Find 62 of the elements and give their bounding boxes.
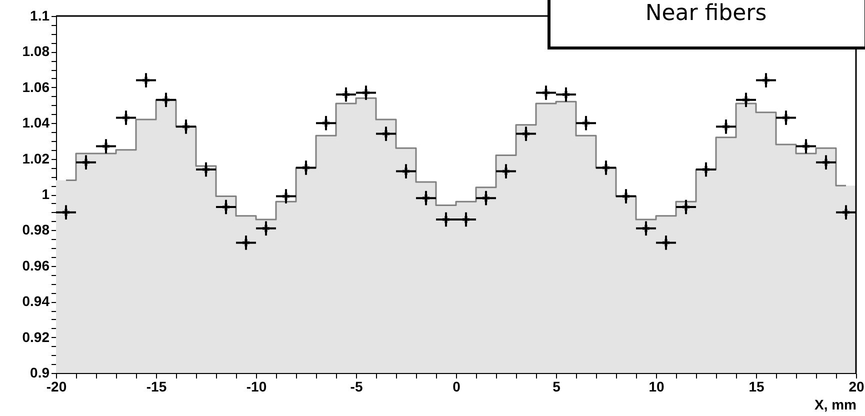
point bbox=[442, 216, 450, 224]
point bbox=[462, 216, 470, 224]
point bbox=[142, 76, 150, 84]
point bbox=[562, 91, 570, 98]
point bbox=[222, 203, 230, 211]
x-tick-label: -20 bbox=[46, 378, 67, 394]
y-tick-label: 0.96 bbox=[22, 257, 50, 274]
y-tick-label: 1.06 bbox=[22, 78, 50, 95]
y-tick-label: 0.92 bbox=[22, 328, 50, 345]
point bbox=[842, 208, 850, 216]
point bbox=[302, 164, 310, 172]
x-tick-label: 10 bbox=[648, 378, 664, 394]
point bbox=[682, 203, 690, 211]
point bbox=[482, 194, 490, 202]
y-tick-label: 1.1 bbox=[30, 8, 50, 24]
x-tick-label: -15 bbox=[146, 378, 167, 394]
y-tick-label: 1.08 bbox=[22, 43, 50, 60]
point bbox=[522, 130, 530, 138]
y-tick-label: 1 bbox=[42, 186, 50, 202]
point bbox=[762, 76, 770, 84]
point bbox=[602, 164, 610, 172]
point bbox=[62, 208, 70, 216]
point bbox=[802, 142, 810, 150]
y-tick-label: 0.98 bbox=[22, 222, 50, 238]
point bbox=[422, 194, 430, 202]
point bbox=[122, 114, 130, 122]
x-tick-label: -5 bbox=[350, 378, 363, 394]
point bbox=[262, 224, 270, 232]
x-axis-title: X, mm bbox=[814, 396, 856, 412]
point bbox=[82, 158, 90, 166]
point bbox=[502, 168, 510, 175]
point bbox=[722, 123, 730, 130]
point bbox=[582, 120, 590, 127]
x-tick-label: 0 bbox=[452, 378, 461, 394]
point bbox=[242, 239, 250, 246]
point bbox=[662, 239, 670, 246]
point bbox=[342, 91, 350, 98]
y-tick-label: 0.9 bbox=[30, 364, 50, 380]
point bbox=[542, 89, 550, 96]
point bbox=[162, 96, 170, 104]
point bbox=[382, 130, 390, 138]
point bbox=[322, 120, 330, 127]
point bbox=[402, 168, 410, 175]
chart-title: Near fibers bbox=[645, 1, 767, 26]
point bbox=[822, 158, 830, 166]
y-tick-label: 0.94 bbox=[22, 293, 50, 310]
x-tick-label: 5 bbox=[552, 378, 561, 394]
point bbox=[782, 114, 790, 122]
x-tick-label: 15 bbox=[748, 378, 764, 394]
x-tick-label: -10 bbox=[246, 378, 267, 394]
point bbox=[102, 142, 110, 150]
point bbox=[742, 96, 750, 104]
y-tick-label: 1.02 bbox=[22, 150, 50, 166]
x-tick-label: 20 bbox=[848, 378, 864, 394]
point bbox=[202, 166, 210, 174]
point bbox=[622, 192, 630, 200]
point bbox=[702, 166, 710, 174]
point bbox=[362, 89, 370, 96]
y-tick-label: 1.04 bbox=[22, 114, 50, 131]
point bbox=[282, 192, 290, 200]
point bbox=[182, 123, 190, 130]
point bbox=[642, 224, 650, 232]
